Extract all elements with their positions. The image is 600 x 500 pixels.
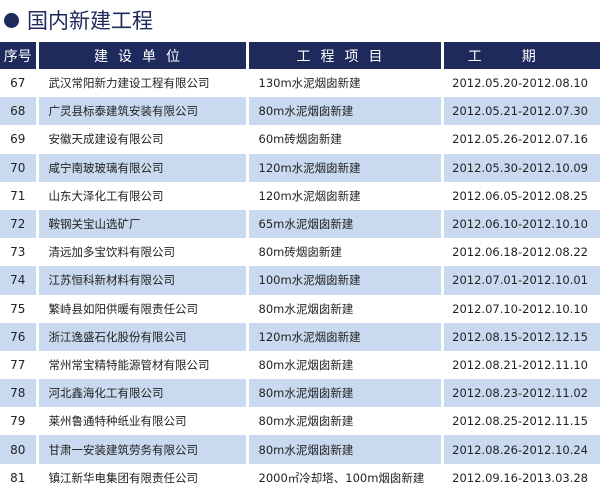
table-row: 78 河北鑫海化工有限公司 80m水泥烟囱新建 2012.08.23-2012.11.… <box>0 379 600 408</box>
cell-period: 2012.06.10-2012.10.10 <box>442 209 600 239</box>
cell-unit: 甘肃一安装建筑劳务有限公司 <box>37 435 249 464</box>
cell-period: 2012.08.15-2012.12.15 <box>442 322 600 351</box>
table-row: 72 鞍钢关宝山选矿厂 65m水泥烟囱新建 2012.06.10-2012.10.10 <box>0 209 600 239</box>
table-header-row: 序号 建设单位 工程项目 工期 <box>0 42 600 69</box>
projects-table: 序号 建设单位 工程项目 工期 67 武汉常阳新力建设工程有限公司 130m水泥烟囱… <box>0 42 600 492</box>
header-unit: 建设单位 <box>37 42 249 69</box>
cell-project: 80m水泥烟囱新建 <box>247 350 444 380</box>
cell-period: 2012.05.26-2012.07.16 <box>452 132 588 147</box>
cell-no: 78 <box>0 379 39 408</box>
cell-project: 100m水泥烟囱新建 <box>247 266 444 295</box>
table-row: 80 甘肃一安装建筑劳务有限公司 80m水泥烟囱新建 2012.08.26-2012.… <box>0 435 600 464</box>
cell-period: 2012.08.21-2012.11.10 <box>452 357 588 372</box>
cell-no: 79 <box>0 407 39 436</box>
cell-project: 120m水泥烟囱新建 <box>247 322 444 351</box>
cell-project: 120m水泥烟囱新建 <box>247 181 444 210</box>
cell-no: 68 <box>0 97 39 126</box>
table-row: 76 浙江逸盛石化股份有限公司 120m水泥烟囱新建 2012.08.15-2012.… <box>0 322 600 351</box>
cell-project: 80m水泥烟囱新建 <box>247 379 444 408</box>
table-row: 70 咸宁南玻玻璃有限公司 120m水泥烟囱新建 2012.05.30-2012.10… <box>0 153 600 182</box>
cell-period: 2012.05.21-2012.07.30 <box>442 97 600 126</box>
section-title: 国内新建工程 <box>4 4 153 36</box>
table-row: 77 常州常宝精特能源管材有限公司 80m水泥烟囱新建 2012.08.21-2012… <box>0 350 600 380</box>
section-title-text: 国内新建工程 <box>27 9 153 33</box>
cell-unit: 镇江新华电集团有限责任公司 <box>37 463 249 492</box>
cell-unit: 浙江逸盛石化股份有限公司 <box>37 322 249 351</box>
bullet-dot-icon <box>4 12 19 28</box>
cell-no: 81 <box>0 463 39 492</box>
cell-unit: 清远加多宝饮料有限公司 <box>37 238 249 267</box>
cell-unit: 鞍钢关宝山选矿厂 <box>37 209 249 239</box>
cell-period: 2012.08.25-2012.11.15 <box>452 414 588 429</box>
cell-no: 72 <box>0 209 39 239</box>
cell-no: 75 <box>0 294 39 323</box>
table-row: 79 莱州鲁通特种纸业有限公司 80m水泥烟囱新建 2012.08.25-2012.1… <box>0 407 600 436</box>
cell-period: 2012.07.10-2012.10.10 <box>452 301 588 316</box>
cell-no: 73 <box>0 238 39 267</box>
header-project: 工程项目 <box>247 42 444 69</box>
cell-no: 80 <box>0 435 39 464</box>
cell-unit: 安徽天成建设有限公司 <box>37 125 249 154</box>
cell-unit: 繁峙县如阳供暖有限责任公司 <box>37 294 249 323</box>
cell-unit: 广灵县标泰建筑安装有限公司 <box>37 97 249 126</box>
cell-no: 74 <box>0 266 39 295</box>
table-row: 68 广灵县标泰建筑安装有限公司 80m水泥烟囱新建 2012.05.21-2012.… <box>0 97 600 126</box>
cell-project: 80m砖烟囱新建 <box>247 238 444 267</box>
cell-period: 2012.07.01-2012.10.01 <box>442 266 600 295</box>
header-no: 序号 <box>0 42 39 69</box>
cell-project: 80m水泥烟囱新建 <box>247 407 444 436</box>
cell-period: 2012.08.23-2012.11.02 <box>442 379 600 408</box>
cell-unit: 山东大泽化工有限公司 <box>37 181 249 210</box>
table-row: 67 武汉常阳新力建设工程有限公司 130m水泥烟囱新建 2012.05.20-201… <box>0 69 600 98</box>
cell-period: 2012.06.18-2012.08.22 <box>452 245 588 260</box>
cell-unit: 常州常宝精特能源管材有限公司 <box>37 350 249 380</box>
cell-period: 2012.08.26-2012.10.24 <box>442 435 600 464</box>
cell-period: 2012.09.16-2013.03.28 <box>452 470 588 485</box>
cell-project: 80m水泥烟囱新建 <box>247 435 444 464</box>
cell-no: 77 <box>0 350 39 380</box>
cell-project: 80m水泥烟囱新建 <box>247 294 444 323</box>
cell-no: 69 <box>0 125 39 154</box>
cell-no: 67 <box>0 69 39 98</box>
table-row: 73 清远加多宝饮料有限公司 80m砖烟囱新建 2012.06.18-2012.08.… <box>0 238 600 267</box>
cell-project: 120m水泥烟囱新建 <box>247 153 444 182</box>
cell-no: 76 <box>0 322 39 351</box>
cell-project: 80m水泥烟囱新建 <box>247 97 444 126</box>
cell-unit: 河北鑫海化工有限公司 <box>37 379 249 408</box>
cell-no: 71 <box>0 181 39 210</box>
cell-project: 2000㎡冷却塔、100m烟囱新建 <box>247 463 444 492</box>
table-row: 75 繁峙县如阳供暖有限责任公司 80m水泥烟囱新建 2012.07.10-2012.… <box>0 294 600 323</box>
cell-unit: 莱州鲁通特种纸业有限公司 <box>37 407 249 436</box>
cell-project: 60m砖烟囱新建 <box>247 125 444 154</box>
table-row: 74 江苏恒科新材料有限公司 100m水泥烟囱新建 2012.07.01-2012.1… <box>0 266 600 295</box>
cell-unit: 咸宁南玻玻璃有限公司 <box>37 153 249 182</box>
header-period: 工期 <box>442 42 600 69</box>
table-row: 69 安徽天成建设有限公司 60m砖烟囱新建 2012.05.26-2012.07.1… <box>0 125 600 154</box>
cell-no: 70 <box>0 153 39 182</box>
cell-unit: 武汉常阳新力建设工程有限公司 <box>37 69 249 98</box>
cell-unit: 江苏恒科新材料有限公司 <box>37 266 249 295</box>
cell-project: 65m水泥烟囱新建 <box>247 209 444 239</box>
table-row: 81 镇江新华电集团有限责任公司 2000㎡冷却塔、100m烟囱新建 2012.09.… <box>0 463 600 492</box>
cell-period: 2012.05.20-2012.08.10 <box>452 76 588 91</box>
cell-period: 2012.06.05-2012.08.25 <box>452 188 588 203</box>
cell-project: 130m水泥烟囱新建 <box>247 69 444 98</box>
table-row: 71 山东大泽化工有限公司 120m水泥烟囱新建 2012.06.05-2012.08… <box>0 181 600 210</box>
cell-period: 2012.05.30-2012.10.09 <box>442 153 600 182</box>
